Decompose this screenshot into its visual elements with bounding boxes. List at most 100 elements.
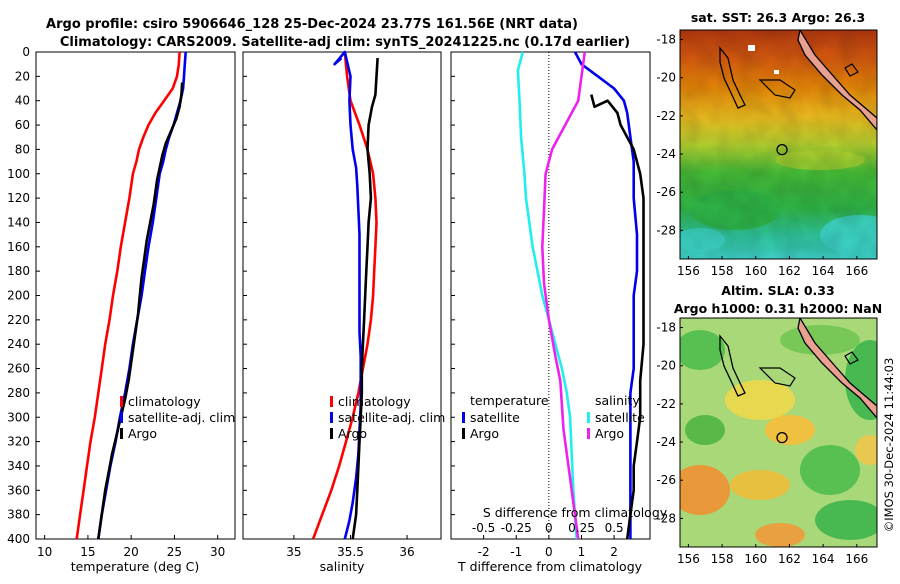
depth-tick-label: 60 (15, 118, 30, 132)
legend-swatch-t-argo (462, 428, 465, 439)
depth-tick-label: 340 (7, 459, 30, 473)
latitude-tick-label: -22 (656, 109, 676, 123)
latitude-tick-label: -20 (656, 71, 676, 85)
latitude-tick-label: -26 (656, 185, 676, 199)
longitude-tick-label: 166 (845, 264, 868, 278)
latitude-tick-label: -22 (656, 397, 676, 411)
legend-label-t-argo: Argo (470, 426, 499, 441)
legend-label-argo: Argo (338, 426, 367, 441)
legend-label-s-argo: Argo (595, 426, 624, 441)
legend-swatch-s-argo (587, 428, 590, 439)
temperature-axis-label: temperature (deg C) (71, 559, 200, 574)
sst-map-frame (679, 29, 878, 260)
s-difference-axis-label: S difference from climatology (483, 505, 668, 520)
s-difference-tick-labels: -0.5 -0.25 0 0.25 0.5 (472, 521, 624, 535)
depth-tick-label: 100 (7, 167, 30, 181)
difference-legend-salinity: salinity satellite Argo (587, 393, 645, 441)
salinity-tick-label: 35.5 (337, 545, 364, 559)
sst-map-image (680, 30, 877, 259)
salinity-series (311, 50, 379, 540)
salinity-axis-label: salinity (320, 559, 365, 574)
sst-map-title: sat. SST: 26.3 Argo: 26.3 (691, 10, 865, 25)
longitude-tick-label: 156 (677, 264, 700, 278)
latitude-tick-label: -28 (656, 223, 676, 237)
series-climatology (311, 51, 378, 540)
longitude-tick-label: 166 (845, 552, 868, 566)
latitude-tick-label: -28 (656, 511, 676, 525)
series-argo (351, 58, 379, 540)
depth-tick-label: 0 (22, 45, 30, 59)
longitude-tick-label: 160 (744, 264, 767, 278)
figure-title-line2: Climatology: CARS2009. Satellite-adj cli… (60, 35, 630, 50)
salinity-tick-label: 35 (286, 545, 301, 559)
depth-tick-label: 260 (7, 362, 30, 376)
temperature-panel-frame (35, 51, 236, 540)
temperature-tick-label: 25 (167, 545, 182, 559)
legend-label-climatology: climatology (128, 394, 201, 409)
difference-tick-label: -1 (510, 545, 522, 559)
temperature-tick-label: 30 (210, 545, 225, 559)
depth-tick-label: 20 (15, 69, 30, 83)
legend-swatch-climatology (120, 396, 123, 407)
legend-swatch-t-satellite (462, 412, 465, 423)
difference-x-axis: -2 -1 0 1 2 (478, 535, 618, 559)
series-s-argo (540, 51, 587, 540)
series-argo (97, 82, 184, 540)
latitude-tick-label: -20 (656, 359, 676, 373)
depth-tick-label: 300 (7, 410, 30, 424)
temperature-tick-label: 20 (124, 545, 139, 559)
sst-map-axes: 156 158 160 162 164 166 -18 -20 -22 -24 -26 -28 (656, 33, 868, 278)
difference-tick-label: -2 (478, 545, 490, 559)
latitude-tick-label: -24 (656, 147, 676, 161)
sla-map-frame (679, 317, 878, 548)
depth-tick-label: 360 (7, 483, 30, 497)
latitude-tick-label: -18 (656, 33, 676, 47)
difference-tick-label: 0 (545, 545, 553, 559)
legend-swatch-satellite (330, 412, 333, 423)
temperature-legend: climatology satellite-adj. clim Argo (120, 394, 235, 441)
s-difference-tick-label: 0.25 (568, 521, 595, 535)
difference-tick-label: 1 (578, 545, 586, 559)
depth-tick-label: 200 (7, 289, 30, 303)
series-climatology (75, 51, 181, 540)
legend-swatch-argo (330, 428, 333, 439)
legend-label-climatology: climatology (338, 394, 411, 409)
depth-tick-label: 140 (7, 215, 30, 229)
difference-series (516, 51, 645, 540)
temperature-tick-label: 10 (37, 545, 52, 559)
depth-tick-label: 160 (7, 240, 30, 254)
series-t-argo (590, 94, 645, 540)
latitude-tick-label: -18 (656, 321, 676, 335)
longitude-tick-label: 162 (778, 264, 801, 278)
depth-tick-label: 180 (7, 264, 30, 278)
sst-argo-position-marker (776, 144, 788, 156)
difference-tick-label: 2 (610, 545, 618, 559)
legend-label-s-satellite: satellite (595, 410, 645, 425)
legend-label-satellite: satellite-adj. clim (338, 410, 445, 425)
salinity-panel-frame (242, 51, 442, 540)
longitude-tick-label: 164 (812, 264, 835, 278)
sla-map-axes: 156 158 160 162 164 166 -18 -20 -22 -24 -26 -28 (656, 321, 868, 566)
salinity-legend: climatology satellite-adj. clim Argo (330, 394, 445, 441)
legend-swatch-satellite (120, 412, 123, 423)
longitude-tick-label: 158 (711, 552, 734, 566)
series-s-satellite (516, 51, 578, 540)
depth-tick-label: 320 (7, 435, 30, 449)
legend-label-t-satellite: satellite (470, 410, 520, 425)
legend-label-satellite: satellite-adj. clim (128, 410, 235, 425)
sla-map-title-line1: Altim. SLA: 0.33 (721, 283, 834, 298)
depth-tick-label: 400 (7, 532, 30, 546)
longitude-tick-label: 162 (778, 552, 801, 566)
sla-map-image (680, 318, 877, 547)
t-difference-axis-label: T difference from climatology (457, 559, 643, 574)
temperature-series (75, 51, 187, 540)
depth-tick-label: 120 (7, 191, 30, 205)
depth-tick-label: 40 (15, 94, 30, 108)
s-difference-tick-label: 0.5 (605, 521, 624, 535)
latitude-tick-label: -26 (656, 473, 676, 487)
legend-label-argo: Argo (128, 426, 157, 441)
temperature-x-axis: 10 15 20 25 30 (37, 535, 225, 559)
sla-argo-position-marker (776, 432, 788, 444)
